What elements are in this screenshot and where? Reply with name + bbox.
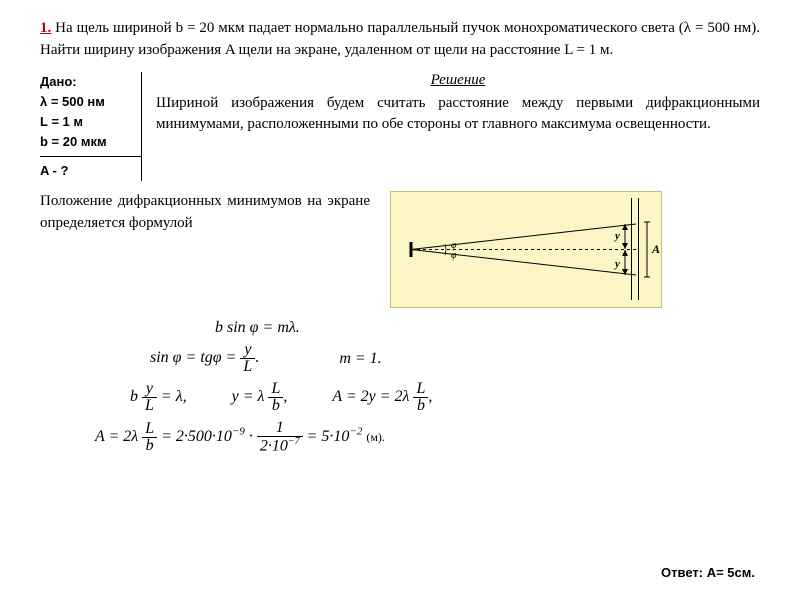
svg-text:y: y (613, 258, 620, 270)
problem-text: На щель шириной b = 20 мкм падает нормал… (40, 20, 760, 58)
given-title: Дано: (40, 72, 135, 92)
formula-4: b yL = λ, (130, 381, 187, 414)
svg-text:A: A (651, 242, 660, 256)
given-line: b = 20 мкм (40, 132, 135, 152)
given-block: Дано: λ = 500 нм L = 1 м b = 20 мкм A - … (40, 72, 142, 182)
formula-block: b sin φ = mλ. sin φ = tgφ = yL. m = 1. b… (40, 320, 760, 454)
problem-number: 1. (40, 20, 51, 36)
formula-1: b sin φ = mλ. (215, 320, 300, 336)
formula-7: A = 2λ Lb = 2·500·10−9 · 12·10−7 = 5·10−… (95, 420, 385, 454)
diffraction-diagram: φ φ A y y (390, 191, 662, 308)
given-line: λ = 500 нм (40, 92, 135, 112)
solution-text-1: Шириной изображения будем считать рассто… (156, 93, 760, 137)
svg-text:y: y (613, 230, 620, 242)
formula-2: sin φ = tgφ = yL. (150, 342, 259, 375)
problem-statement: 1. На щель шириной b = 20 мкм падает нор… (40, 18, 760, 62)
formula-3: m = 1. (339, 351, 381, 367)
answer-label: Ответ: (661, 565, 703, 580)
formula-6: A = 2y = 2λ Lb, (332, 381, 432, 414)
answer-value: A= 5см. (707, 565, 755, 580)
svg-text:φ: φ (451, 250, 457, 261)
given-line: L = 1 м (40, 112, 135, 132)
answer-line: Ответ: A= 5см. (661, 565, 755, 580)
given-find: A - ? (40, 161, 135, 181)
solution-text-2: Положение дифракционных минимумов на экр… (40, 191, 390, 235)
formula-5: y = λ Lb, (232, 381, 288, 414)
solution-title: Решение (156, 72, 760, 89)
formula-7-unit: (м). (366, 430, 385, 444)
